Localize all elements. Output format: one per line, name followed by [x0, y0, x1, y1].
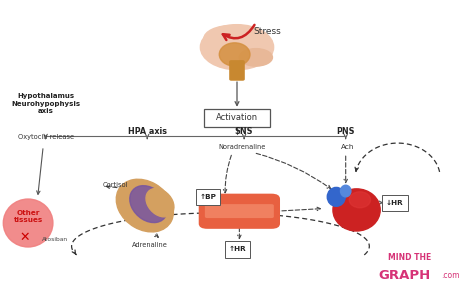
Ellipse shape [204, 25, 261, 52]
Text: ↑HR: ↑HR [228, 246, 246, 252]
FancyBboxPatch shape [196, 189, 220, 205]
FancyBboxPatch shape [230, 61, 244, 80]
FancyBboxPatch shape [382, 195, 408, 211]
FancyBboxPatch shape [204, 109, 270, 126]
Ellipse shape [340, 185, 351, 197]
Text: Stress: Stress [254, 27, 282, 36]
Ellipse shape [333, 189, 380, 231]
Text: ↓HR: ↓HR [386, 200, 404, 206]
FancyBboxPatch shape [199, 194, 280, 229]
Text: GRAPH: GRAPH [379, 269, 431, 282]
Ellipse shape [116, 179, 173, 232]
Text: Ach: Ach [341, 145, 355, 150]
Ellipse shape [3, 199, 53, 247]
Ellipse shape [130, 186, 167, 223]
FancyBboxPatch shape [205, 204, 274, 218]
Ellipse shape [239, 49, 273, 66]
Text: .com: .com [441, 271, 460, 280]
Text: Adrenaline: Adrenaline [132, 242, 167, 248]
Ellipse shape [327, 187, 345, 206]
Text: Cortisol: Cortisol [102, 182, 128, 188]
Text: Activation: Activation [216, 113, 258, 122]
Text: MIND THE: MIND THE [388, 253, 431, 263]
Text: PNS: PNS [337, 127, 355, 136]
Text: ✕: ✕ [19, 230, 29, 244]
Ellipse shape [201, 25, 273, 70]
Text: HPA axis: HPA axis [128, 127, 167, 136]
Ellipse shape [349, 192, 371, 208]
FancyBboxPatch shape [225, 241, 250, 258]
Text: SNS: SNS [235, 127, 253, 136]
Text: ↑BP: ↑BP [200, 194, 217, 200]
Ellipse shape [146, 188, 174, 217]
Text: Noradrenaline: Noradrenaline [218, 145, 265, 150]
Ellipse shape [219, 43, 250, 66]
Text: Atosiban: Atosiban [42, 237, 68, 242]
FancyArrowPatch shape [223, 25, 255, 40]
Text: Hypothalamus
Neurohypophysis
axis: Hypothalamus Neurohypophysis axis [11, 93, 80, 114]
Text: Oxytocin release: Oxytocin release [18, 134, 73, 140]
Text: Other
tissues: Other tissues [13, 210, 43, 223]
